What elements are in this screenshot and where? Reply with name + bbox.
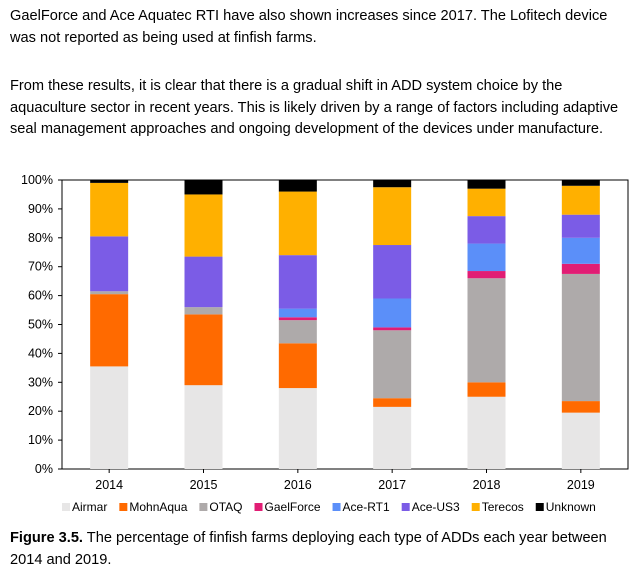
y-tick-label: 60% bbox=[28, 289, 53, 303]
bar-segment-unknown bbox=[467, 180, 506, 189]
y-tick-label: 40% bbox=[28, 346, 53, 360]
legend-swatch-ace-us3 bbox=[401, 503, 410, 511]
legend-swatch-terecos bbox=[471, 503, 480, 511]
bar-segment-ace-us3 bbox=[278, 255, 317, 309]
y-tick-label: 90% bbox=[28, 202, 53, 216]
legend-label-mohnaqua: MohnAqua bbox=[129, 500, 187, 514]
figure-caption: Figure 3.5. The percentage of finfish fa… bbox=[10, 528, 630, 571]
bar-segment-mohnaqua bbox=[561, 401, 600, 413]
legend-swatch-ace-rt1 bbox=[332, 503, 341, 511]
x-tick-label: 2018 bbox=[473, 478, 501, 492]
legend-label-gaelforce: GaelForce bbox=[265, 500, 321, 514]
bar-segment-mohnaqua bbox=[373, 398, 412, 407]
bar-segment-ace-rt1 bbox=[561, 237, 600, 264]
legend-label-terecos: Terecos bbox=[482, 500, 524, 514]
bar-segment-gaelforce bbox=[467, 271, 506, 279]
bar-segment-terecos bbox=[561, 185, 600, 215]
bar-segment-mohnaqua bbox=[184, 314, 223, 386]
y-tick-label: 100% bbox=[21, 173, 53, 187]
caption-label: Figure 3.5. bbox=[10, 530, 83, 546]
bar-segment-unknown bbox=[90, 180, 129, 183]
y-tick-label: 10% bbox=[28, 433, 53, 447]
bar-segment-terecos bbox=[90, 182, 129, 237]
bar-segment-unknown bbox=[278, 180, 317, 192]
legend-label-otaq: OTAQ bbox=[209, 500, 242, 514]
y-tick-label: 50% bbox=[28, 318, 53, 332]
bar-segment-unknown bbox=[373, 180, 412, 188]
bar-segment-ace-us3 bbox=[184, 256, 223, 308]
legend-swatch-airmar bbox=[62, 503, 70, 511]
x-tick-label: 2019 bbox=[567, 478, 595, 492]
stacked-bar-chart: 0% 10% 20% 30% 40% 50% 60% 70% 80% 90% 100% 2014 201… bbox=[21, 173, 629, 514]
legend-swatch-otaq bbox=[199, 503, 208, 511]
bar-segment-terecos bbox=[278, 191, 317, 256]
bar-segment-ace-rt1 bbox=[467, 243, 506, 272]
bar-segment-ace-us3 bbox=[467, 216, 506, 244]
legend-swatch-mohnaqua bbox=[119, 503, 128, 511]
bar-segment-gaelforce bbox=[278, 317, 317, 321]
legend-swatch-gaelforce bbox=[254, 503, 263, 511]
bar-segment-unknown bbox=[561, 180, 600, 186]
bar-segment-airmar bbox=[467, 396, 506, 469]
caption-text: The percentage of finfish farms deployin… bbox=[10, 530, 607, 568]
bar-segment-ace-us3 bbox=[90, 236, 129, 292]
bar-segment-otaq bbox=[561, 273, 600, 402]
bar-segment-terecos bbox=[467, 188, 506, 217]
bar-segment-otaq bbox=[184, 307, 223, 315]
plot-area-border bbox=[61, 179, 629, 470]
bar-segment-mohnaqua bbox=[90, 294, 129, 367]
bar-segment-ace-rt1 bbox=[373, 298, 412, 328]
paragraph-1: GaelForce and Ace Aquatec RTI have also … bbox=[10, 8, 608, 46]
bar-segment-ace-us3 bbox=[561, 214, 600, 238]
bar-segment-otaq bbox=[467, 278, 506, 383]
bar-segment-terecos bbox=[373, 187, 412, 246]
paragraph-2: From these results, it is clear that the… bbox=[10, 78, 619, 137]
x-tick-label: 2017 bbox=[378, 478, 406, 492]
bar-segment-mohnaqua bbox=[278, 343, 317, 389]
bar-segment-otaq bbox=[90, 291, 129, 295]
y-tick-label: 80% bbox=[28, 231, 53, 245]
x-tick-label: 2016 bbox=[284, 478, 312, 492]
legend-label-airmar: Airmar bbox=[72, 500, 107, 514]
bar-segment-airmar bbox=[561, 412, 600, 469]
bar-segment-ace-us3 bbox=[373, 245, 412, 299]
bar-segment-gaelforce bbox=[561, 263, 600, 274]
bar-segment-terecos bbox=[184, 194, 223, 257]
x-tick-label: 2014 bbox=[95, 478, 123, 492]
bar-segment-gaelforce bbox=[373, 327, 412, 331]
legend-label-unknown: Unknown bbox=[546, 500, 596, 514]
legend-label-ace-us3: Ace-US3 bbox=[412, 500, 460, 514]
bar-segment-airmar bbox=[90, 366, 129, 469]
bar-segment-ace-rt1 bbox=[278, 308, 317, 318]
y-tick-label: 0% bbox=[35, 462, 53, 476]
bar-segment-otaq bbox=[278, 320, 317, 344]
legend-label-ace-rt1: Ace-RT1 bbox=[343, 500, 390, 514]
bar-segment-airmar bbox=[278, 388, 317, 469]
bar-segment-airmar bbox=[184, 385, 223, 469]
y-tick-label: 70% bbox=[28, 260, 53, 274]
bar-segment-unknown bbox=[184, 180, 223, 195]
y-tick-label: 20% bbox=[28, 404, 53, 418]
y-tick-label: 30% bbox=[28, 375, 53, 389]
bar-segment-mohnaqua bbox=[467, 382, 506, 397]
x-tick-label: 2015 bbox=[190, 478, 218, 492]
bar-segment-otaq bbox=[373, 330, 412, 399]
bar-segment-airmar bbox=[373, 406, 412, 469]
legend-swatch-unknown bbox=[535, 503, 544, 511]
